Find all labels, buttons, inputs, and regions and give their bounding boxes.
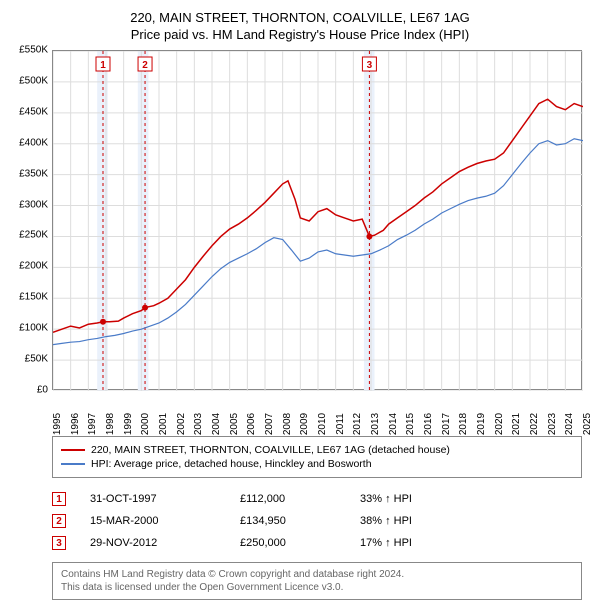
x-tick-label: 2003 [193,413,204,435]
x-tick-label: 2017 [441,413,452,435]
marker-row: 1 31-OCT-1997 £112,000 33% ↑ HPI [52,488,582,510]
marker-row: 3 29-NOV-2012 £250,000 17% ↑ HPI [52,532,582,554]
y-tick-label: £400K [19,137,48,148]
y-tick-label: £150K [19,292,48,303]
x-tick-label: 2021 [511,413,522,435]
marker-delta: 17% ↑ HPI [360,537,480,549]
x-tick-label: 2018 [458,413,469,435]
x-tick-label: 2010 [317,413,328,435]
x-tick-label: 1997 [87,413,98,435]
y-tick-label: £300K [19,199,48,210]
y-tick-label: £100K [19,323,48,334]
x-tick-label: 2000 [140,413,151,435]
marker-number-box: 3 [52,536,66,550]
marker-date: 31-OCT-1997 [90,493,240,505]
title-block: 220, MAIN STREET, THORNTON, COALVILLE, L… [8,10,592,42]
legend-swatch [61,463,85,465]
x-tick-label: 2013 [370,413,381,435]
x-tick-label: 2022 [529,413,540,435]
x-tick-label: 2002 [176,413,187,435]
marker-delta: 38% ↑ HPI [360,515,480,527]
x-tick-label: 2025 [582,413,593,435]
x-tick-label: 2019 [476,413,487,435]
x-tick-label: 1995 [52,413,63,435]
legend-row: 220, MAIN STREET, THORNTON, COALVILLE, L… [61,443,573,457]
y-tick-label: £450K [19,106,48,117]
y-axis-labels: £0£50K£100K£150K£200K£250K£300K£350K£400… [8,50,50,390]
marker-table: 1 31-OCT-1997 £112,000 33% ↑ HPI 2 15-MA… [52,488,582,554]
x-tick-label: 1998 [105,413,116,435]
marker-row: 2 15-MAR-2000 £134,950 38% ↑ HPI [52,510,582,532]
y-tick-label: £0 [37,385,48,396]
marker-price: £112,000 [240,493,360,505]
plot-area: 1 2 3 [52,50,582,390]
y-tick-label: £250K [19,230,48,241]
x-tick-label: 2006 [246,413,257,435]
svg-text:2: 2 [142,60,148,71]
legend-label: HPI: Average price, detached house, Hinc… [91,458,372,470]
y-tick-label: £50K [25,354,48,365]
y-tick-label: £550K [19,45,48,56]
x-tick-label: 2004 [211,413,222,435]
title-address: 220, MAIN STREET, THORNTON, COALVILLE, L… [8,10,592,25]
footer-box: Contains HM Land Registry data © Crown c… [52,562,582,600]
x-axis-labels: 1995199619971998199920002001200220032004… [52,392,582,430]
y-tick-label: £200K [19,261,48,272]
footer-line: This data is licensed under the Open Gov… [61,581,573,594]
x-tick-label: 2024 [564,413,575,435]
marker-number-box: 2 [52,514,66,528]
footer-line: Contains HM Land Registry data © Crown c… [61,568,573,581]
marker-price: £250,000 [240,537,360,549]
svg-text:1: 1 [100,60,106,71]
plot-svg: 1 2 3 [53,51,583,391]
x-tick-label: 2011 [335,413,346,435]
y-tick-label: £350K [19,168,48,179]
x-tick-label: 2014 [388,413,399,435]
marker-price: £134,950 [240,515,360,527]
x-tick-label: 2012 [352,413,363,435]
x-tick-label: 2016 [423,413,434,435]
marker-number-box: 1 [52,492,66,506]
x-tick-label: 2007 [264,413,275,435]
x-tick-label: 2015 [405,413,416,435]
svg-text:3: 3 [367,60,373,71]
legend-swatch [61,449,85,451]
x-tick-label: 2023 [547,413,558,435]
x-tick-label: 2005 [229,413,240,435]
x-tick-label: 2020 [494,413,505,435]
marker-date: 15-MAR-2000 [90,515,240,527]
legend-box: 220, MAIN STREET, THORNTON, COALVILLE, L… [52,436,582,478]
legend-label: 220, MAIN STREET, THORNTON, COALVILLE, L… [91,444,450,456]
x-tick-label: 1996 [70,413,81,435]
marker-date: 29-NOV-2012 [90,537,240,549]
marker-delta: 33% ↑ HPI [360,493,480,505]
title-subtitle: Price paid vs. HM Land Registry's House … [8,27,592,42]
chart-container: 220, MAIN STREET, THORNTON, COALVILLE, L… [0,0,600,608]
x-tick-label: 1999 [123,413,134,435]
x-tick-label: 2008 [282,413,293,435]
legend-row: HPI: Average price, detached house, Hinc… [61,457,573,471]
x-tick-label: 2001 [158,413,169,435]
y-tick-label: £500K [19,75,48,86]
x-tick-label: 2009 [299,413,310,435]
chart-area: £0 £50K £100K £150K £200K £250K £300K £350K £400… [8,50,592,430]
